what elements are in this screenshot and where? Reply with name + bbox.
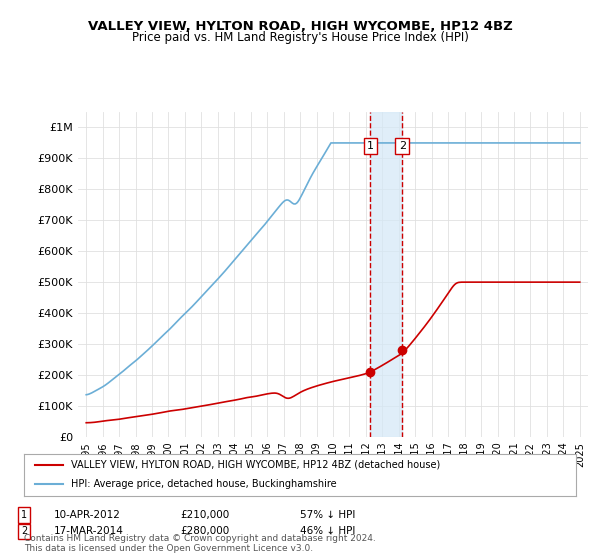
Text: 57% ↓ HPI: 57% ↓ HPI — [300, 510, 355, 520]
Text: 17-MAR-2014: 17-MAR-2014 — [54, 526, 124, 536]
Text: 1: 1 — [21, 510, 27, 520]
Text: VALLEY VIEW, HYLTON ROAD, HIGH WYCOMBE, HP12 4BZ (detached house): VALLEY VIEW, HYLTON ROAD, HIGH WYCOMBE, … — [71, 460, 440, 470]
Text: 1: 1 — [367, 141, 374, 151]
Text: £280,000: £280,000 — [180, 526, 229, 536]
Text: 2: 2 — [21, 526, 27, 536]
Text: 46% ↓ HPI: 46% ↓ HPI — [300, 526, 355, 536]
Bar — [370, 112, 402, 437]
Text: 2: 2 — [398, 141, 406, 151]
Text: 10-APR-2012: 10-APR-2012 — [54, 510, 121, 520]
Text: £210,000: £210,000 — [180, 510, 229, 520]
Text: Price paid vs. HM Land Registry's House Price Index (HPI): Price paid vs. HM Land Registry's House … — [131, 31, 469, 44]
Text: HPI: Average price, detached house, Buckinghamshire: HPI: Average price, detached house, Buck… — [71, 479, 337, 489]
Text: Contains HM Land Registry data © Crown copyright and database right 2024.
This d: Contains HM Land Registry data © Crown c… — [24, 534, 376, 553]
Text: VALLEY VIEW, HYLTON ROAD, HIGH WYCOMBE, HP12 4BZ: VALLEY VIEW, HYLTON ROAD, HIGH WYCOMBE, … — [88, 20, 512, 32]
